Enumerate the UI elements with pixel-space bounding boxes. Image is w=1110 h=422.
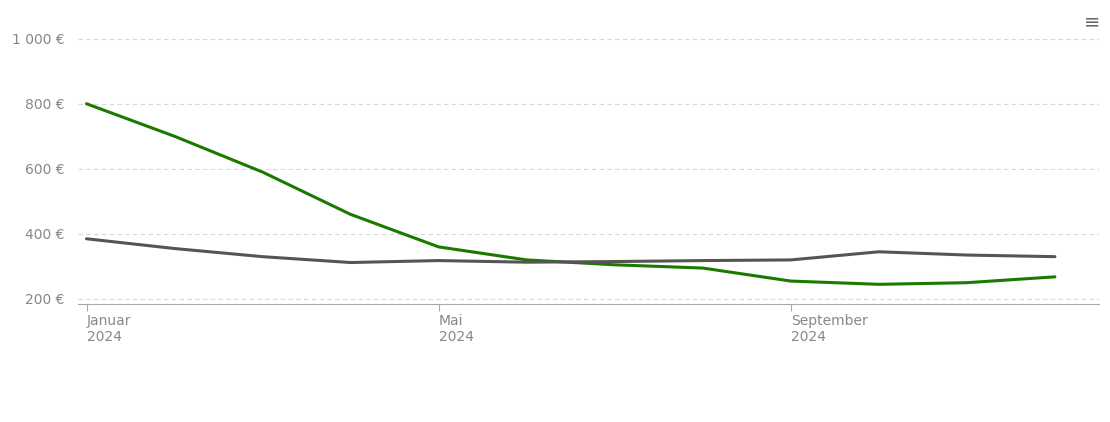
Text: ≡: ≡ (1083, 13, 1100, 32)
